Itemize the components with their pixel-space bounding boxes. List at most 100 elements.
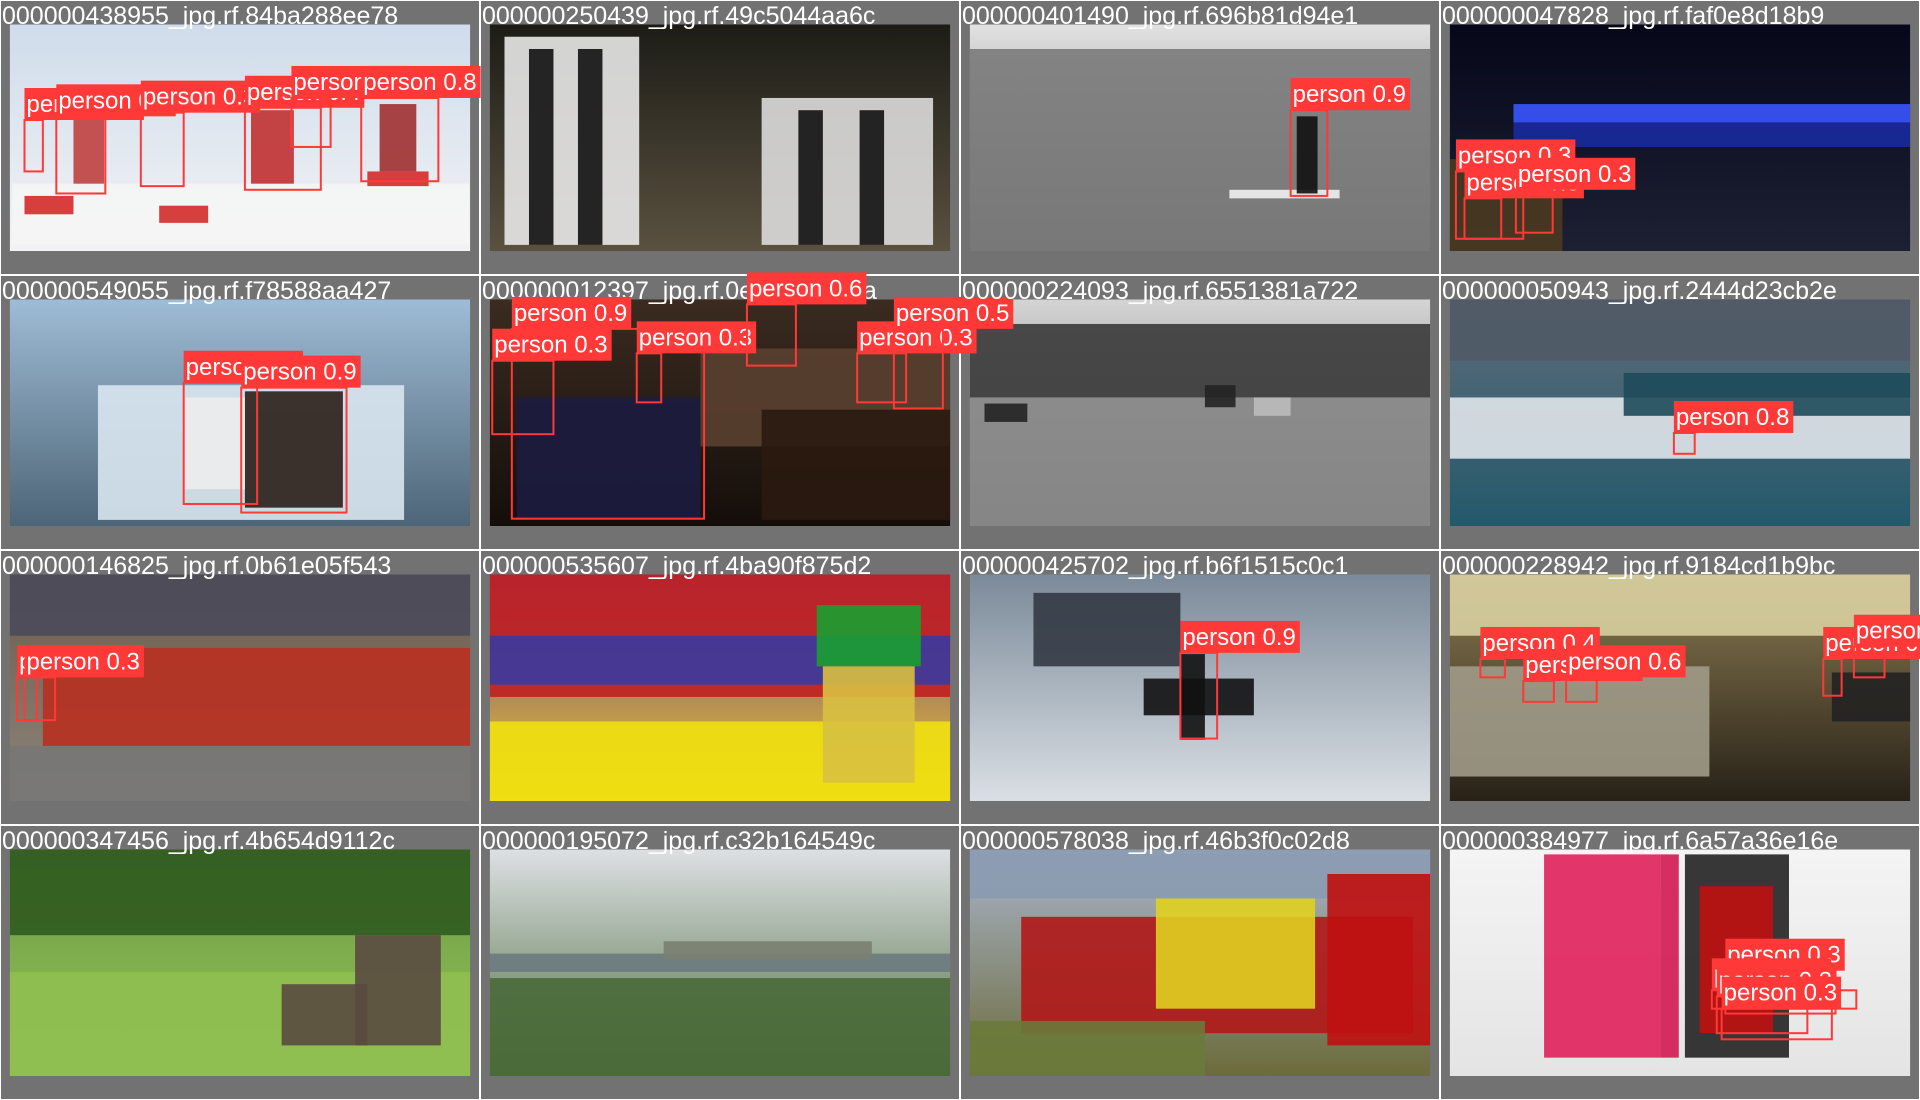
detection-box [745,303,797,367]
photo-region [859,110,885,245]
detection-label-bg [1566,645,1686,678]
photo-region [367,171,429,187]
photo-region [516,397,701,520]
photo-region [1327,873,1431,1046]
detection-box [491,359,555,436]
photo-region [244,391,343,508]
filename: 000000384977_jpg.rf.6a57a36e16e [1442,827,1838,855]
photo [969,24,1431,252]
detection-label: person 0.3 [1724,980,1837,1007]
filename: 000000228942_jpg.rf.9184cd1b9bc [1442,552,1835,580]
detection-label-bg [1853,614,1920,647]
photo-region [577,48,603,245]
tile [961,276,1439,549]
photo-region [379,104,417,172]
photo-region [1180,654,1205,740]
photo-region [1253,397,1291,416]
tile [961,1,1439,274]
tile-annotations: 000000347456_jpg.rf.4b654d9112c [2,827,395,855]
tile [481,1,959,274]
tile [1,826,479,1099]
tile [1441,551,1919,824]
photo-region [1513,104,1911,123]
tile [961,551,1439,824]
photo-region [1229,189,1340,199]
filename: 000000347456_jpg.rf.4b654d9112c [2,827,395,855]
photo [1449,24,1911,252]
photo-region [984,403,1028,422]
tile-annotations: 000000195072_jpg.rf.c32b164549c [482,827,875,855]
photo [9,24,471,252]
photo-region [159,205,209,223]
photo-region [969,1020,1205,1077]
photo-region [761,409,951,520]
tile-annotations: 000000535607_jpg.rf.4ba90f875d2 [482,552,871,580]
detection-label: person 0.3 [639,324,752,351]
detection-label: person 0.3 [26,648,139,675]
filename: 000000578038_jpg.rf.46b3f0c02d8 [962,827,1350,855]
tile [1,276,479,549]
photo-region [1449,299,1911,361]
photo-region [1513,122,1911,147]
photo-region [1449,574,1911,636]
photo [1449,574,1911,802]
photo-region [73,116,105,184]
photo [9,299,471,527]
detection-box [1822,657,1843,697]
photo-region [822,666,915,783]
tile [1,1,479,274]
tile [961,826,1439,1099]
detection-label: person 0.9 [243,359,356,386]
detection-label: person 0.5 [896,300,1009,327]
detection-label: person 0.9 [514,300,627,327]
photo-region [9,849,471,936]
detection-label-bg [1515,157,1636,190]
detection-label-bg [140,80,261,113]
tile [481,826,959,1099]
filename: 000000535607_jpg.rf.4ba90f875d2 [482,552,871,580]
filename: 000000438955_jpg.rf.84ba288ee78 [2,2,398,30]
photo-region [761,97,934,245]
photo-region [1204,385,1236,408]
filename: 000000549055_jpg.rf.f78588aa427 [2,277,391,305]
photo [489,574,951,802]
filename: 000000401490_jpg.rf.696b81d94e1 [962,2,1358,30]
detection-box [1479,657,1506,679]
photo-region [9,745,471,802]
detection-label-bg [361,65,481,98]
detection-label: person 0.3 [143,84,256,111]
tile-annotations: 000000578038_jpg.rf.46b3f0c02d8 [962,827,1350,855]
filename: 000000224093_jpg.rf.6551381a722 [962,277,1358,305]
detection-box [892,327,944,410]
photo-region [9,574,471,636]
detection-label: person 0.8 [1676,404,1789,431]
photo-region [281,984,368,1046]
detection-label-bg [241,355,361,388]
photo [1449,849,1911,1077]
photo-region [798,110,823,245]
detection-label-bg [492,328,612,361]
tile [1,551,479,824]
detection-label-bg [893,296,1014,329]
photo-region [489,978,951,1077]
detection-label: person 0.6 [749,275,862,302]
photo-region [969,323,1431,398]
filename: 000000047828_jpg.rf.faf0e8d18b9 [1442,2,1824,30]
filename: 000000050943_jpg.rf.2444d23cb2e [1442,277,1837,305]
detection-label-bg [1180,620,1300,653]
tile-annotations: 000000250439_jpg.rf.49c5044aa6c [482,2,875,30]
detection-label-bg [1290,78,1411,111]
photo-region [1831,672,1911,722]
detection-box [240,386,348,514]
photo-region [663,941,872,960]
detection-label-bg [1673,400,1794,433]
photo [9,574,471,802]
detection-label-bg [636,321,757,354]
photo [969,574,1431,802]
photo-region [816,605,921,667]
tile [1441,276,1919,549]
